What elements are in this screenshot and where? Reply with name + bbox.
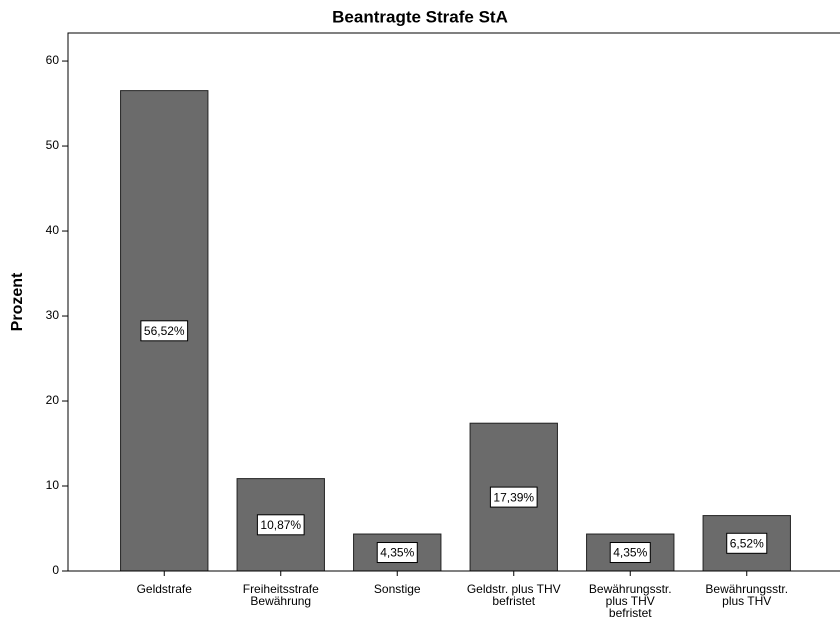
value-label: 56,52% [144, 324, 185, 338]
y-axis-label: Prozent [9, 272, 26, 331]
y-tick-label: 60 [46, 53, 60, 67]
value-label-box [609, 542, 651, 564]
y-tick-label: 30 [46, 308, 60, 322]
x-tick-label: Freiheitsstrafe Bewährung [243, 582, 319, 608]
y-tick-label: 0 [52, 563, 59, 577]
value-label: 4,35% [613, 546, 647, 560]
value-label-box [726, 532, 768, 554]
x-tick-label: Bewährungsstr. plus THV [705, 582, 788, 608]
value-label: 4,35% [380, 546, 414, 560]
value-label: 10,87% [260, 518, 301, 532]
value-label-box [489, 486, 538, 508]
y-tick-label: 40 [46, 223, 60, 237]
x-tick-label: Sonstige [374, 582, 421, 596]
x-tick-label: Bewährungsstr. plus THV befristet [589, 582, 672, 620]
y-tick-label: 10 [46, 478, 60, 492]
bar [120, 90, 209, 572]
value-label-box [376, 542, 418, 564]
y-tick-label: 50 [46, 138, 60, 152]
value-label: 17,39% [493, 490, 534, 504]
value-label-box [256, 514, 305, 536]
value-label-box [140, 320, 189, 342]
x-tick-label: Geldstr. plus THV befristet [467, 582, 561, 608]
chart-title: Beantragte Strafe StA [332, 7, 508, 26]
value-label: 6,52% [730, 536, 764, 550]
y-tick-label: 20 [46, 393, 60, 407]
x-tick-label: Geldstrafe [137, 582, 193, 596]
